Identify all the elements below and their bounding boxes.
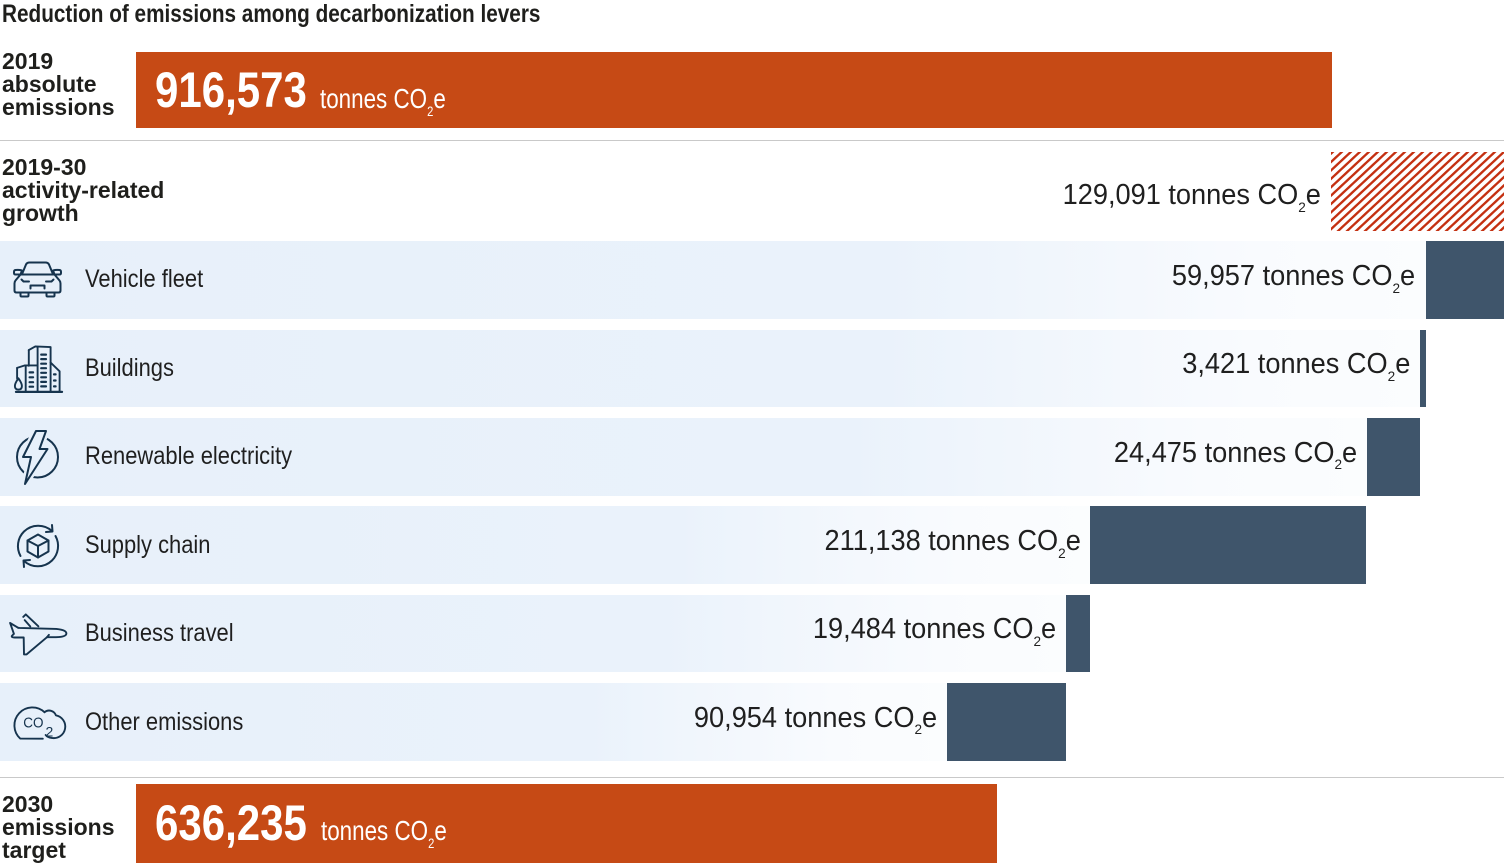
svg-text:CO: CO xyxy=(23,715,43,732)
svg-text:2: 2 xyxy=(46,723,54,739)
